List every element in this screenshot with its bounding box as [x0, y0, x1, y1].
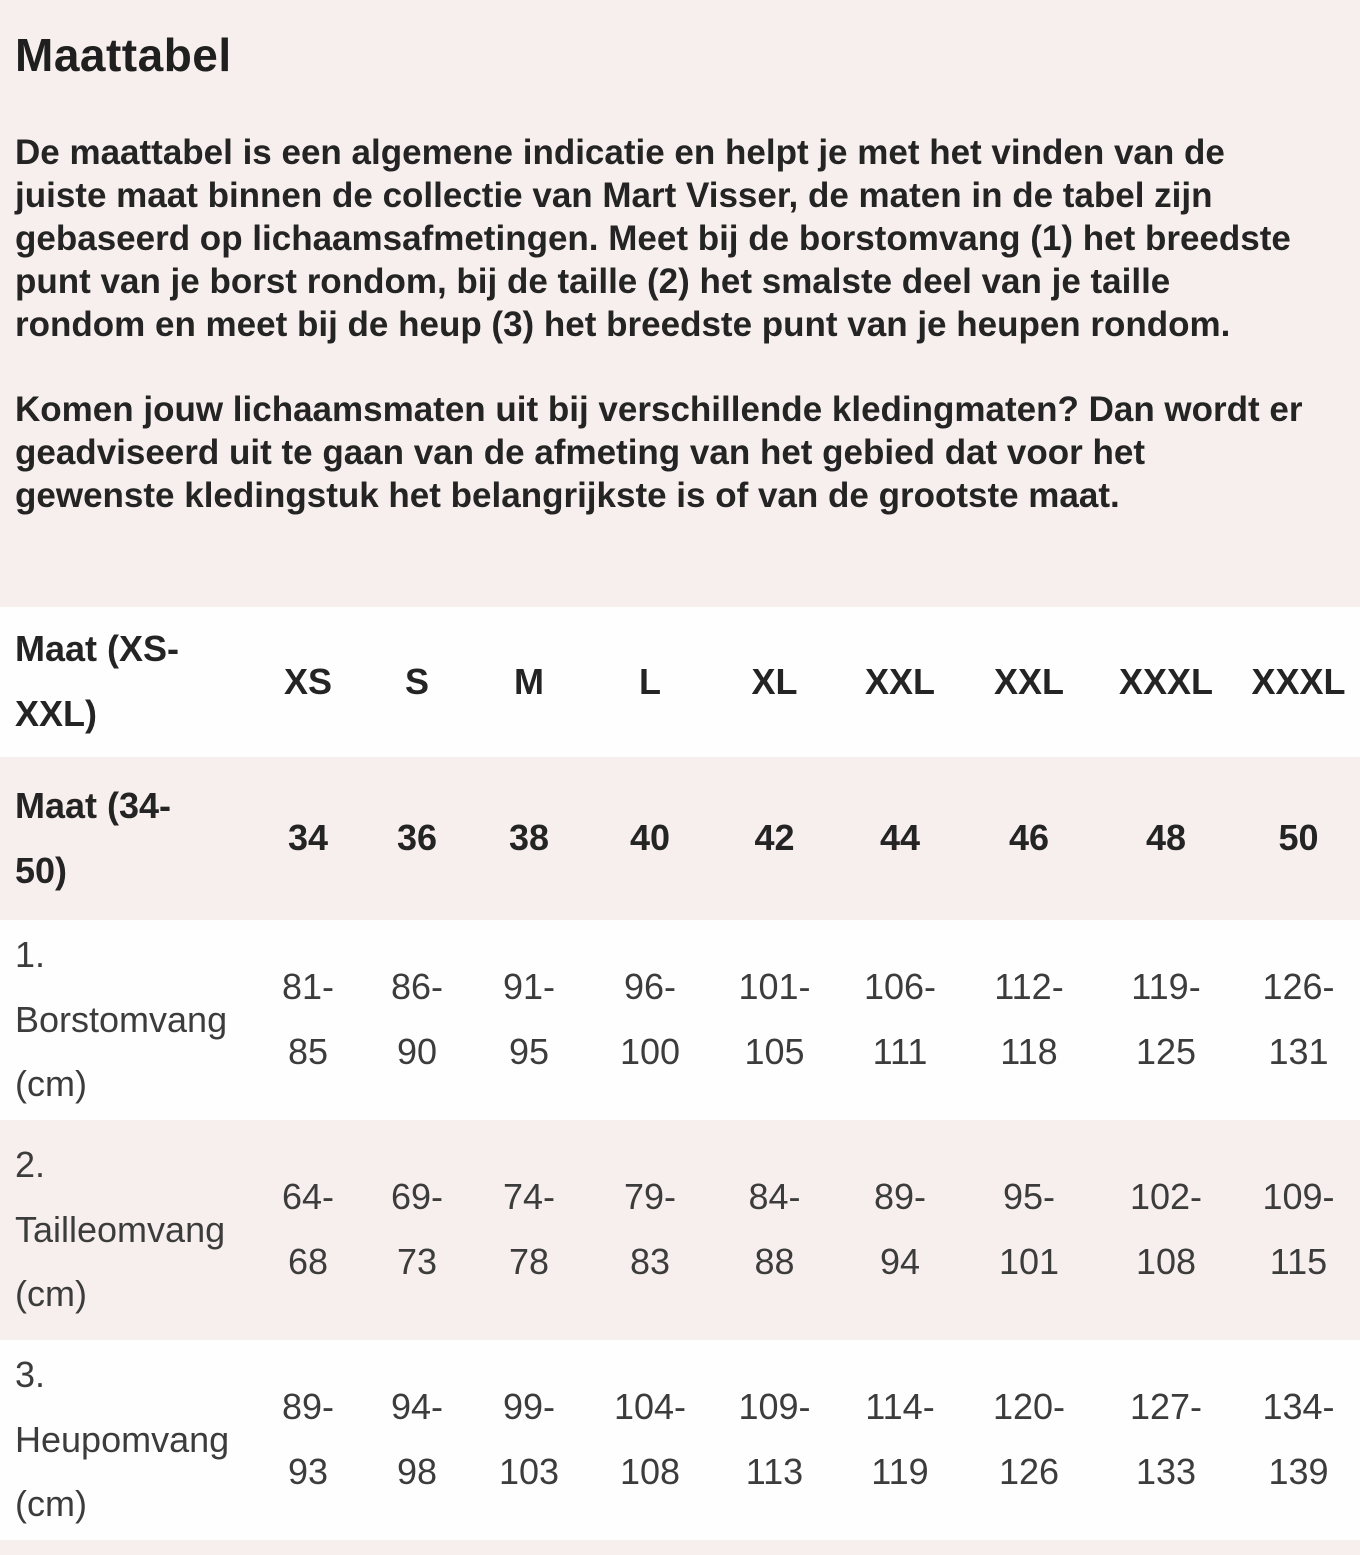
size-header-cell: XXL: [993, 660, 1064, 702]
table-row: Maat (XS- XXL) XS S M L XL XXL XXL XXXL XXXL: [0, 607, 1360, 757]
size-header-cell: 48: [1145, 817, 1187, 859]
measurement-cell: 101- 105: [738, 966, 811, 1072]
measurement-cell: 112- 118: [994, 966, 1064, 1072]
measurement-cell: 134- 139: [1262, 1386, 1335, 1492]
size-header-cell: XXXL: [1251, 660, 1346, 702]
intro-paragraph-1: De maattabel is een algemene indicatie e…: [15, 132, 1291, 344]
measurement-cell: 91- 95: [502, 966, 556, 1072]
size-header-cell: 42: [754, 817, 795, 859]
table-row: 3. Heupomvang (cm) 89- 93 94- 98 99- 103 104…: [0, 1340, 1360, 1540]
row-label: 1. Borstomvang (cm): [15, 933, 228, 1105]
size-header-cell: L: [639, 660, 661, 702]
size-header-cell: 50: [1278, 817, 1319, 859]
measurement-cell: 86- 90: [390, 966, 444, 1072]
table-row: 1. Borstomvang (cm) 81- 85 86- 90 91- 95 96-…: [0, 920, 1360, 1120]
measurement-cell: 127- 133: [1129, 1386, 1203, 1492]
size-header-cell: XXL: [864, 660, 935, 702]
measurement-cell: 99- 103: [498, 1386, 560, 1492]
size-header-cell: 46: [1008, 817, 1050, 859]
measurement-cell: 102- 108: [1129, 1176, 1203, 1282]
measurement-cell: 114- 119: [865, 1386, 935, 1492]
measurement-cell: 94- 98: [390, 1386, 444, 1492]
measurement-cell: 69- 73: [390, 1176, 444, 1282]
size-table: Maat (XS- XXL) XS S M L XL XXL XXL XXXL XXXL Maat …: [0, 607, 1360, 1540]
measurement-cell: 64- 68: [281, 1176, 335, 1282]
size-header-cell: S: [404, 660, 429, 702]
measurement-cell: 96- 100: [619, 966, 681, 1072]
intro-section: Maattabel De maattabel is een algemene i…: [0, 0, 1360, 607]
measurement-cell: 89- 94: [873, 1176, 927, 1282]
size-header-cell: 36: [396, 817, 438, 859]
measurement-cell: 120- 126: [992, 1386, 1066, 1492]
size-header-cell: XL: [751, 660, 798, 702]
size-header-cell: 40: [629, 817, 671, 859]
measurement-cell: 79- 83: [623, 1176, 677, 1282]
measurement-cell: 89- 93: [281, 1386, 335, 1492]
size-header-cell: M: [514, 660, 544, 702]
page-title: Maattabel: [15, 29, 232, 81]
size-header-cell: XS: [283, 660, 333, 702]
measurement-cell: 84- 88: [748, 1176, 801, 1282]
measurement-cell: 119- 125: [1131, 966, 1201, 1072]
measurement-cell: 74- 78: [502, 1176, 556, 1282]
next-row-peek: [0, 1540, 1360, 1555]
row-label: Maat (XS- XXL): [15, 628, 180, 734]
table-row: 2. Tailleomvang (cm) 64- 68 69- 73 74- 78 79…: [0, 1120, 1360, 1340]
intro-paragraph-2: Komen jouw lichaamsmaten uit bij verschi…: [15, 389, 1303, 515]
size-header-cell: XXXL: [1118, 660, 1214, 702]
row-label: 3. Heupomvang (cm): [15, 1353, 230, 1525]
measurement-cell: 104- 108: [613, 1386, 687, 1492]
measurement-cell: 95- 101: [998, 1176, 1060, 1282]
measurement-cell: 81- 85: [281, 966, 335, 1072]
row-label: Maat (34- 50): [15, 784, 172, 891]
measurement-cell: 106- 111: [863, 966, 937, 1072]
size-header-cell: 38: [508, 817, 550, 859]
measurement-cell: 109- 113: [738, 1386, 811, 1492]
size-header-cell: 34: [287, 817, 329, 859]
table-row: Maat (34- 50) 34 36 38 40 42 44 46 48 50: [0, 757, 1360, 920]
row-label: 2. Tailleomvang (cm): [15, 1143, 226, 1315]
size-header-cell: 44: [879, 817, 921, 859]
measurement-cell: 109- 115: [1262, 1176, 1335, 1282]
measurement-cell: 126- 131: [1262, 966, 1335, 1072]
